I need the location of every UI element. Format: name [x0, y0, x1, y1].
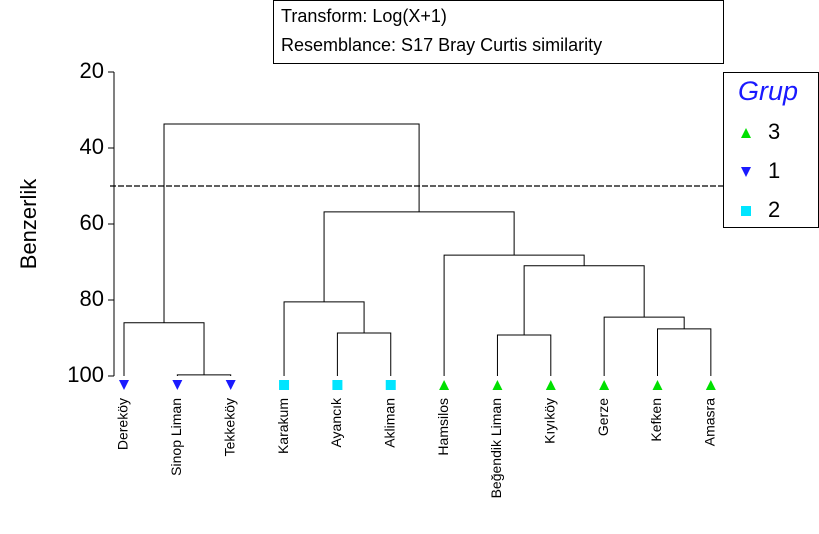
y-tick-label: 60 — [80, 210, 104, 235]
legend-marker — [741, 167, 751, 177]
leaf-marker — [172, 380, 183, 390]
leaf-label: Dereköy — [115, 398, 131, 450]
leaf-label: Kefken — [648, 398, 664, 442]
legend-label: 3 — [768, 119, 780, 144]
leaf-label: Sinop Liman — [168, 398, 184, 476]
merge-link — [496, 334, 552, 376]
y-tick-label: 20 — [80, 58, 104, 83]
merge-link — [657, 328, 712, 376]
leaf-marker — [119, 380, 129, 390]
legend-title: Grup — [738, 76, 798, 106]
leaf-marker — [332, 380, 343, 390]
leaf-marker — [545, 380, 556, 390]
merge-link — [523, 265, 645, 335]
merge-link — [123, 322, 205, 376]
leaf-label: Karakum — [275, 398, 291, 454]
legend-label: 2 — [768, 197, 780, 222]
legend-label: 1 — [768, 158, 780, 183]
merge-link — [336, 332, 392, 376]
leaf-label: Kıyıköy — [542, 398, 558, 444]
leaf-label: Hamsilos — [435, 398, 451, 456]
merge-link — [176, 374, 232, 376]
merge-link — [443, 254, 585, 376]
merge-link — [603, 316, 685, 376]
legend-marker — [741, 206, 751, 216]
leaf-marker — [279, 380, 290, 390]
info-box — [273, 0, 724, 64]
leaf-marker — [492, 380, 503, 390]
leaf-marker — [599, 380, 610, 390]
leaf-marker — [705, 380, 716, 390]
legend-marker — [741, 128, 751, 138]
y-tick-label: 80 — [80, 286, 104, 311]
y-tick-label: 40 — [80, 134, 104, 159]
annotation: Transform: Log(X+1) — [281, 6, 447, 26]
leaf-label: Akliman — [381, 398, 397, 448]
leaf-marker — [652, 380, 663, 390]
merge-link — [323, 211, 515, 302]
leaf-label: Tekkeköy — [221, 398, 237, 456]
leaf-marker — [439, 380, 450, 390]
leaf-label: Gerze — [595, 398, 611, 436]
merge-link — [163, 123, 420, 323]
merge-link — [283, 301, 365, 376]
leaf-marker — [225, 380, 236, 390]
y-tick-label: 100 — [67, 362, 104, 387]
y-axis-label: Benzerlik — [16, 178, 41, 269]
leaf-label: Ayancık — [328, 397, 344, 448]
leaf-label: Beğendik Liman — [488, 398, 504, 498]
annotation: Resemblance: S17 Bray Curtis similarity — [281, 35, 602, 55]
leaf-label: Amasra — [702, 398, 718, 446]
leaf-marker — [385, 380, 396, 390]
